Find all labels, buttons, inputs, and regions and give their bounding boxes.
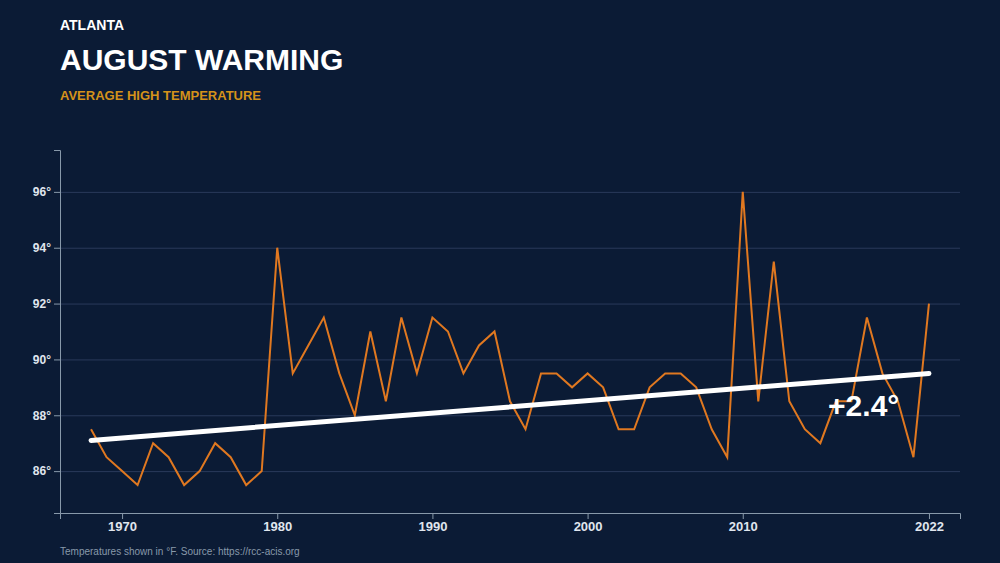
tick-label: 96° bbox=[33, 185, 51, 199]
tick-mark bbox=[54, 415, 60, 416]
tick-label: 2010 bbox=[729, 519, 758, 534]
tick-label: 88° bbox=[33, 409, 51, 423]
tick-mark bbox=[54, 304, 60, 305]
caption: Temperatures shown in °F. Source: https:… bbox=[60, 546, 300, 557]
tick-label: 2000 bbox=[574, 519, 603, 534]
tick-label: 94° bbox=[33, 241, 51, 255]
tick-label: 86° bbox=[33, 464, 51, 478]
plot: 86° 88° 90° 92° 94° 96° 1970 1980 1990 2000 2010 20… bbox=[33, 151, 961, 535]
tick-label: 92° bbox=[33, 297, 51, 311]
tick-mark bbox=[54, 248, 60, 249]
annotation: +2.4° bbox=[828, 389, 899, 422]
tick-mark bbox=[122, 513, 123, 519]
series-line bbox=[91, 192, 929, 485]
grid-line bbox=[60, 471, 960, 472]
supertitle: ATLANTA bbox=[60, 17, 124, 33]
grid-tick bbox=[60, 304, 960, 305]
grid-tick bbox=[60, 192, 960, 193]
x-axis-line bbox=[61, 514, 961, 520]
tick: 1980 bbox=[263, 513, 292, 534]
tick: 88° bbox=[33, 409, 60, 423]
grid-tick bbox=[60, 471, 960, 472]
background bbox=[0, 0, 1000, 563]
grid-line bbox=[60, 192, 960, 193]
chart: ATLANTA AUGUST WARMING AVERAGE HIGH TEMPER… bbox=[0, 0, 1000, 563]
subtitle: AVERAGE HIGH TEMPERATURE bbox=[60, 88, 261, 103]
tick-mark bbox=[54, 192, 60, 193]
title: AUGUST WARMING bbox=[60, 43, 343, 76]
tick: 2022 bbox=[915, 513, 944, 534]
tick: 96° bbox=[33, 185, 60, 199]
tick-mark bbox=[588, 513, 589, 519]
x-axis: 1970 1980 1990 2000 2010 2022 bbox=[61, 513, 961, 534]
tick: 86° bbox=[33, 464, 60, 478]
tick-mark bbox=[743, 513, 744, 519]
marks bbox=[91, 192, 929, 485]
trend-line bbox=[91, 373, 929, 440]
tick: 2000 bbox=[574, 513, 603, 534]
y-axis-line bbox=[54, 151, 61, 514]
tick-mark bbox=[277, 513, 278, 519]
grid-line bbox=[60, 415, 960, 416]
tick-label: 1990 bbox=[418, 519, 447, 534]
grid-tick bbox=[60, 415, 960, 416]
tick: 1970 bbox=[108, 513, 137, 534]
tick: 92° bbox=[33, 297, 60, 311]
grid-line bbox=[60, 248, 960, 249]
tick-mark bbox=[54, 359, 60, 360]
tick: 94° bbox=[33, 241, 60, 255]
grid-tick bbox=[60, 359, 960, 360]
grid-tick bbox=[60, 248, 960, 249]
tick-mark bbox=[432, 513, 433, 519]
tick: 1990 bbox=[418, 513, 447, 534]
tick-label: 90° bbox=[33, 353, 51, 367]
tick-label: 1980 bbox=[263, 519, 292, 534]
tick: 2010 bbox=[729, 513, 758, 534]
grid-line bbox=[60, 304, 960, 305]
tick-label: 2022 bbox=[915, 519, 944, 534]
tick: 90° bbox=[33, 353, 60, 367]
grid-line bbox=[60, 359, 960, 360]
tick-mark bbox=[929, 513, 930, 519]
y-axis: 86° 88° 90° 92° 94° 96° bbox=[33, 151, 61, 514]
tick-label: 1970 bbox=[108, 519, 137, 534]
tick-mark bbox=[54, 471, 60, 472]
